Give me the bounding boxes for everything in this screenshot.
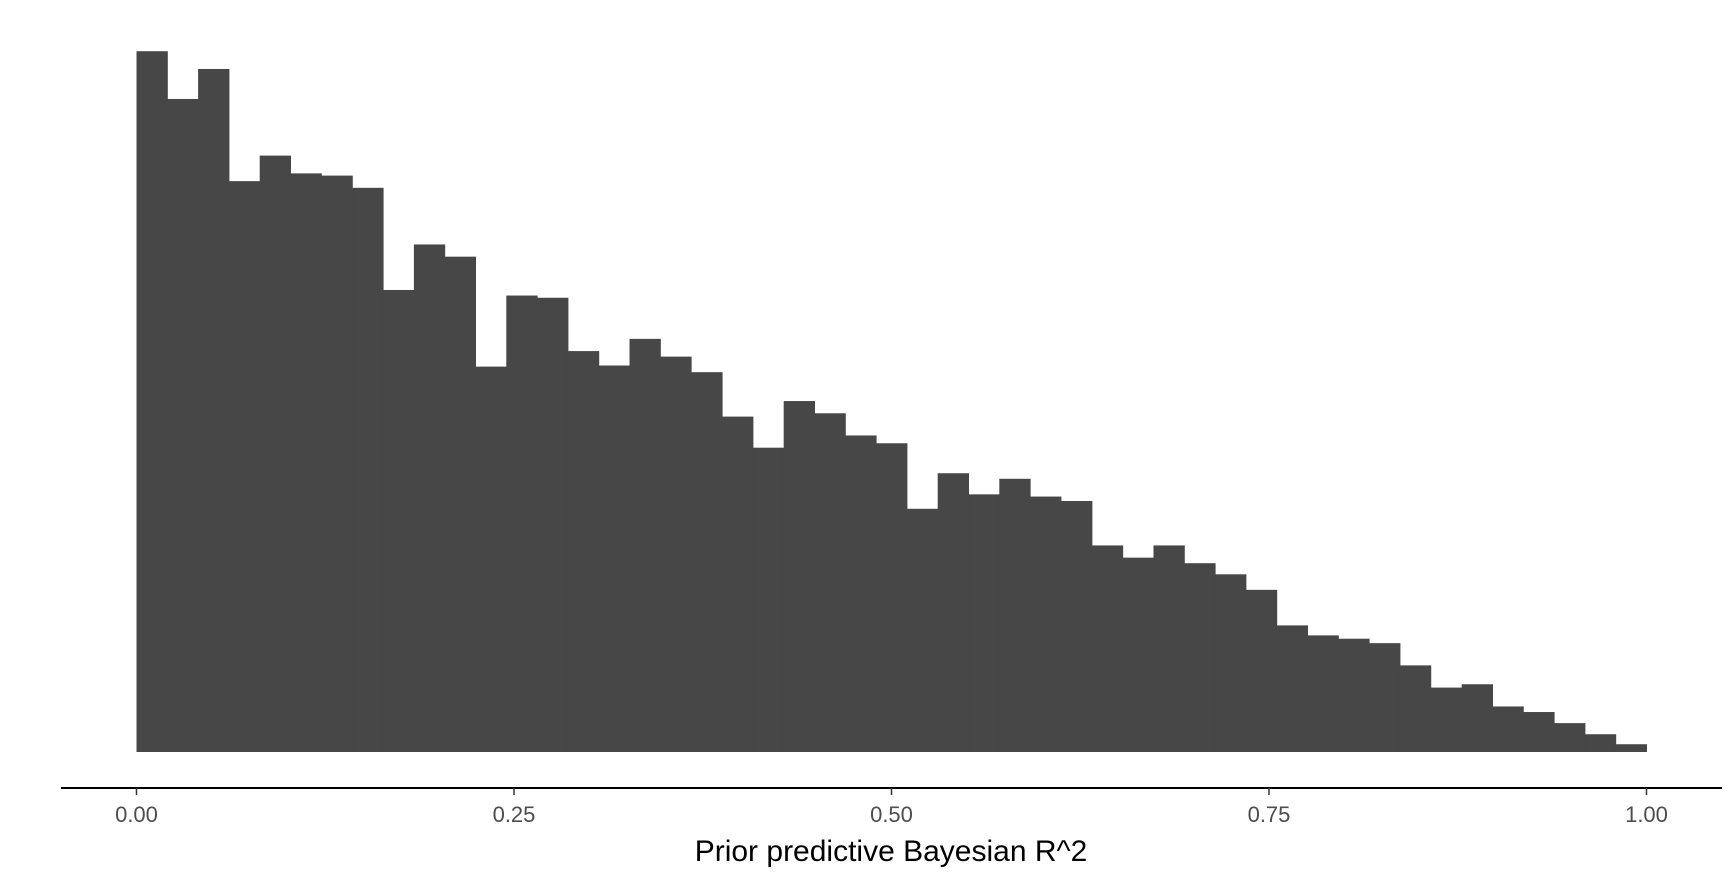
bar (1615, 744, 1647, 752)
bar (1245, 589, 1278, 752)
bar (290, 173, 322, 752)
x-tick-label: 0.25 (493, 802, 536, 827)
bar (1399, 665, 1432, 752)
bar (814, 413, 846, 752)
bar (352, 187, 384, 752)
bar (1091, 545, 1124, 752)
bar (1184, 563, 1216, 752)
x-tick-label: 0.75 (1248, 802, 1291, 827)
bar (1276, 625, 1309, 752)
bar (1030, 496, 1062, 752)
x-tick-label: 0.50 (870, 802, 913, 827)
bar (968, 494, 1000, 752)
x-axis-title: Prior predictive Bayesian R^2 (695, 835, 1088, 868)
bar (1060, 501, 1093, 752)
bar (321, 175, 353, 752)
bar (1153, 545, 1185, 752)
bar (1122, 557, 1154, 752)
bar (136, 51, 168, 752)
bar (1584, 734, 1617, 752)
bar (906, 508, 939, 752)
bar (1369, 643, 1401, 752)
bar (845, 435, 877, 752)
bar (999, 478, 1031, 752)
bar (1430, 687, 1463, 752)
bar (691, 372, 723, 752)
bar (567, 351, 600, 752)
bar (1492, 706, 1524, 752)
bar (1307, 635, 1339, 752)
bar (383, 289, 415, 752)
bar (1523, 712, 1555, 752)
bar (783, 401, 815, 752)
bar (167, 98, 199, 753)
bar (660, 356, 692, 752)
bar (752, 447, 785, 752)
x-tick-label: 1.00 (1625, 802, 1668, 827)
bar (1215, 574, 1247, 752)
bar (1554, 723, 1586, 752)
bar (1461, 684, 1493, 752)
bar (259, 155, 292, 752)
bar (598, 365, 631, 752)
bar (413, 244, 446, 752)
bar (937, 473, 970, 752)
bar (506, 295, 538, 752)
bar (1338, 638, 1370, 752)
bar (876, 443, 908, 752)
bar (228, 181, 261, 752)
bar (444, 256, 476, 752)
bar (629, 338, 661, 752)
bar (198, 68, 230, 752)
bar (475, 366, 507, 752)
bar (537, 297, 569, 752)
bar (722, 416, 754, 752)
x-tick-label: 0.00 (115, 802, 158, 827)
